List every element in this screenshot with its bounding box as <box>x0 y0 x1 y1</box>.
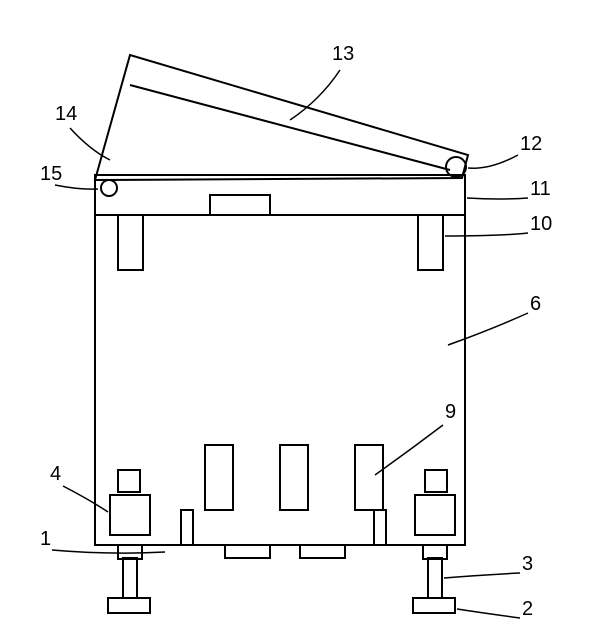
diagram-canvas: 131415121110694132 <box>0 0 591 643</box>
callout-leader-6 <box>448 313 528 345</box>
leg-foot-0 <box>108 598 150 613</box>
callout-label-11: 11 <box>530 178 551 200</box>
bottom-tall-block-0 <box>205 445 233 510</box>
bottom-tall-block-1 <box>280 445 308 510</box>
top-inner-tab-0 <box>118 215 143 270</box>
callout-leader-13 <box>290 70 340 120</box>
leg-neck-1 <box>428 558 442 598</box>
callout-label-9: 9 <box>445 401 456 423</box>
under-block-1 <box>300 545 345 558</box>
leg-foot-1 <box>413 598 455 613</box>
callout-label-10: 10 <box>530 213 552 235</box>
bottom-side-box-1 <box>415 495 455 535</box>
top-inner-tab-1 <box>418 215 443 270</box>
leg-neck-0 <box>123 558 137 598</box>
callout-leader-4 <box>63 486 108 512</box>
lid <box>95 55 468 180</box>
bottom-tall-block-2 <box>355 445 383 510</box>
bottom-side-box-0 <box>110 495 150 535</box>
callout-label-6: 6 <box>530 293 541 315</box>
callout-label-1: 1 <box>40 528 51 550</box>
bottom-inner-small-0 <box>118 470 140 492</box>
shapes-layer <box>95 55 468 613</box>
lid-inner-line <box>130 85 450 170</box>
callout-leader-12 <box>468 155 518 168</box>
bottom-line-small-1 <box>374 510 386 545</box>
bottom-inner-small-1 <box>425 470 447 492</box>
top-bar <box>95 175 465 215</box>
top-small-rect <box>210 195 270 215</box>
callout-label-14: 14 <box>55 103 77 125</box>
callout-leader-9 <box>375 425 443 475</box>
callout-leader-11 <box>467 198 528 199</box>
callout-label-12: 12 <box>520 133 542 155</box>
leg-cap-0 <box>118 545 142 559</box>
leg-cap-1 <box>423 545 447 559</box>
pivot-circle <box>101 180 117 196</box>
callout-label-4: 4 <box>50 463 61 485</box>
callout-label-13: 13 <box>332 43 354 65</box>
callout-leader-2 <box>457 609 520 618</box>
callout-leader-15 <box>55 185 98 189</box>
bottom-line-small-0 <box>181 510 193 545</box>
callout-label-3: 3 <box>522 553 533 575</box>
callout-label-2: 2 <box>522 598 533 620</box>
under-block-0 <box>225 545 270 558</box>
callout-leader-3 <box>444 573 520 578</box>
callout-leader-1 <box>52 550 165 553</box>
callout-leader-10 <box>445 233 528 236</box>
callout-leader-14 <box>70 128 110 160</box>
callout-label-15: 15 <box>40 163 62 185</box>
